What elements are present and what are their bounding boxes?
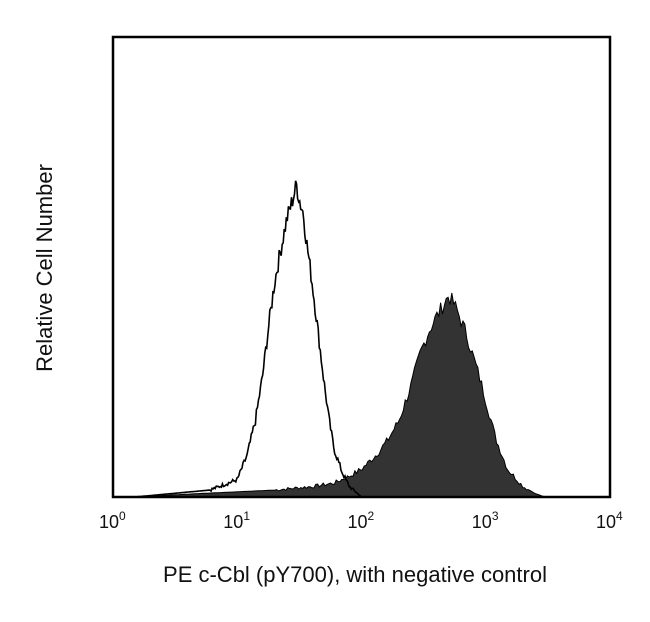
histogram-outline-series [134,180,363,498]
x-tick-layer: 100 101 102 103 104 [99,509,623,532]
plot-frame [111,35,612,499]
x-tick-label: 104 [596,509,623,532]
y-axis-title: Relative Cell Number [32,164,57,372]
histogram-filled-series [134,292,546,498]
x-tick-label: 103 [472,509,499,532]
x-tick-label: 101 [223,509,250,532]
x-axis-title: PE c-Cbl (pY700), with negative control [163,562,547,587]
x-tick-label: 100 [99,509,126,532]
x-tick-label: 102 [348,509,375,532]
series-layer [134,180,546,498]
